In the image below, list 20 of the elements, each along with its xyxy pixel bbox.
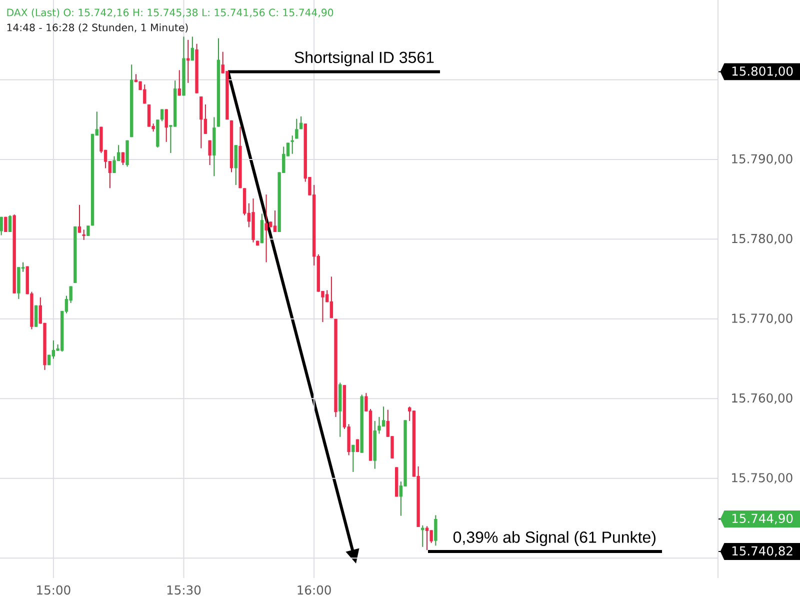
y2-tick-label: 15.744,90 [732, 514, 793, 524]
y-tick-label: 15.750,00 [732, 473, 792, 484]
candlestick [378, 416, 381, 434]
y2-tick-label: 15.801,00 [732, 66, 793, 78]
x-tick-label: 15:00 [37, 585, 70, 595]
y-tick-label: 15.760,00 [732, 393, 792, 404]
y-tick-label: 15.790,00 [732, 154, 792, 165]
text: 14:48 - 16:28 (2 Stunden, 1 Minute) [7, 23, 188, 33]
candlestick [290, 135, 294, 154]
y-tick-label: 15.770,00 [732, 314, 792, 324]
candlestick [82, 229, 86, 240]
x-tick-label: 15:30 [167, 585, 201, 595]
candlestick [186, 39, 190, 84]
candlestick [264, 194, 268, 263]
ref-line-label: Shortsignal ID 3561 [294, 51, 434, 66]
y-tick-label: 15.780,00 [732, 234, 792, 244]
x-tick-label: 16:00 [298, 585, 331, 595]
y2-tick-label: 15.740,82 [732, 546, 792, 557]
text: DAX (Last) O: 15.742,16 H: 15.745,38 L: 15.741,56 C: 15.744,90 [7, 8, 334, 18]
ref-line-label: 0,39% ab Signal (61 Punkte) [453, 531, 656, 546]
